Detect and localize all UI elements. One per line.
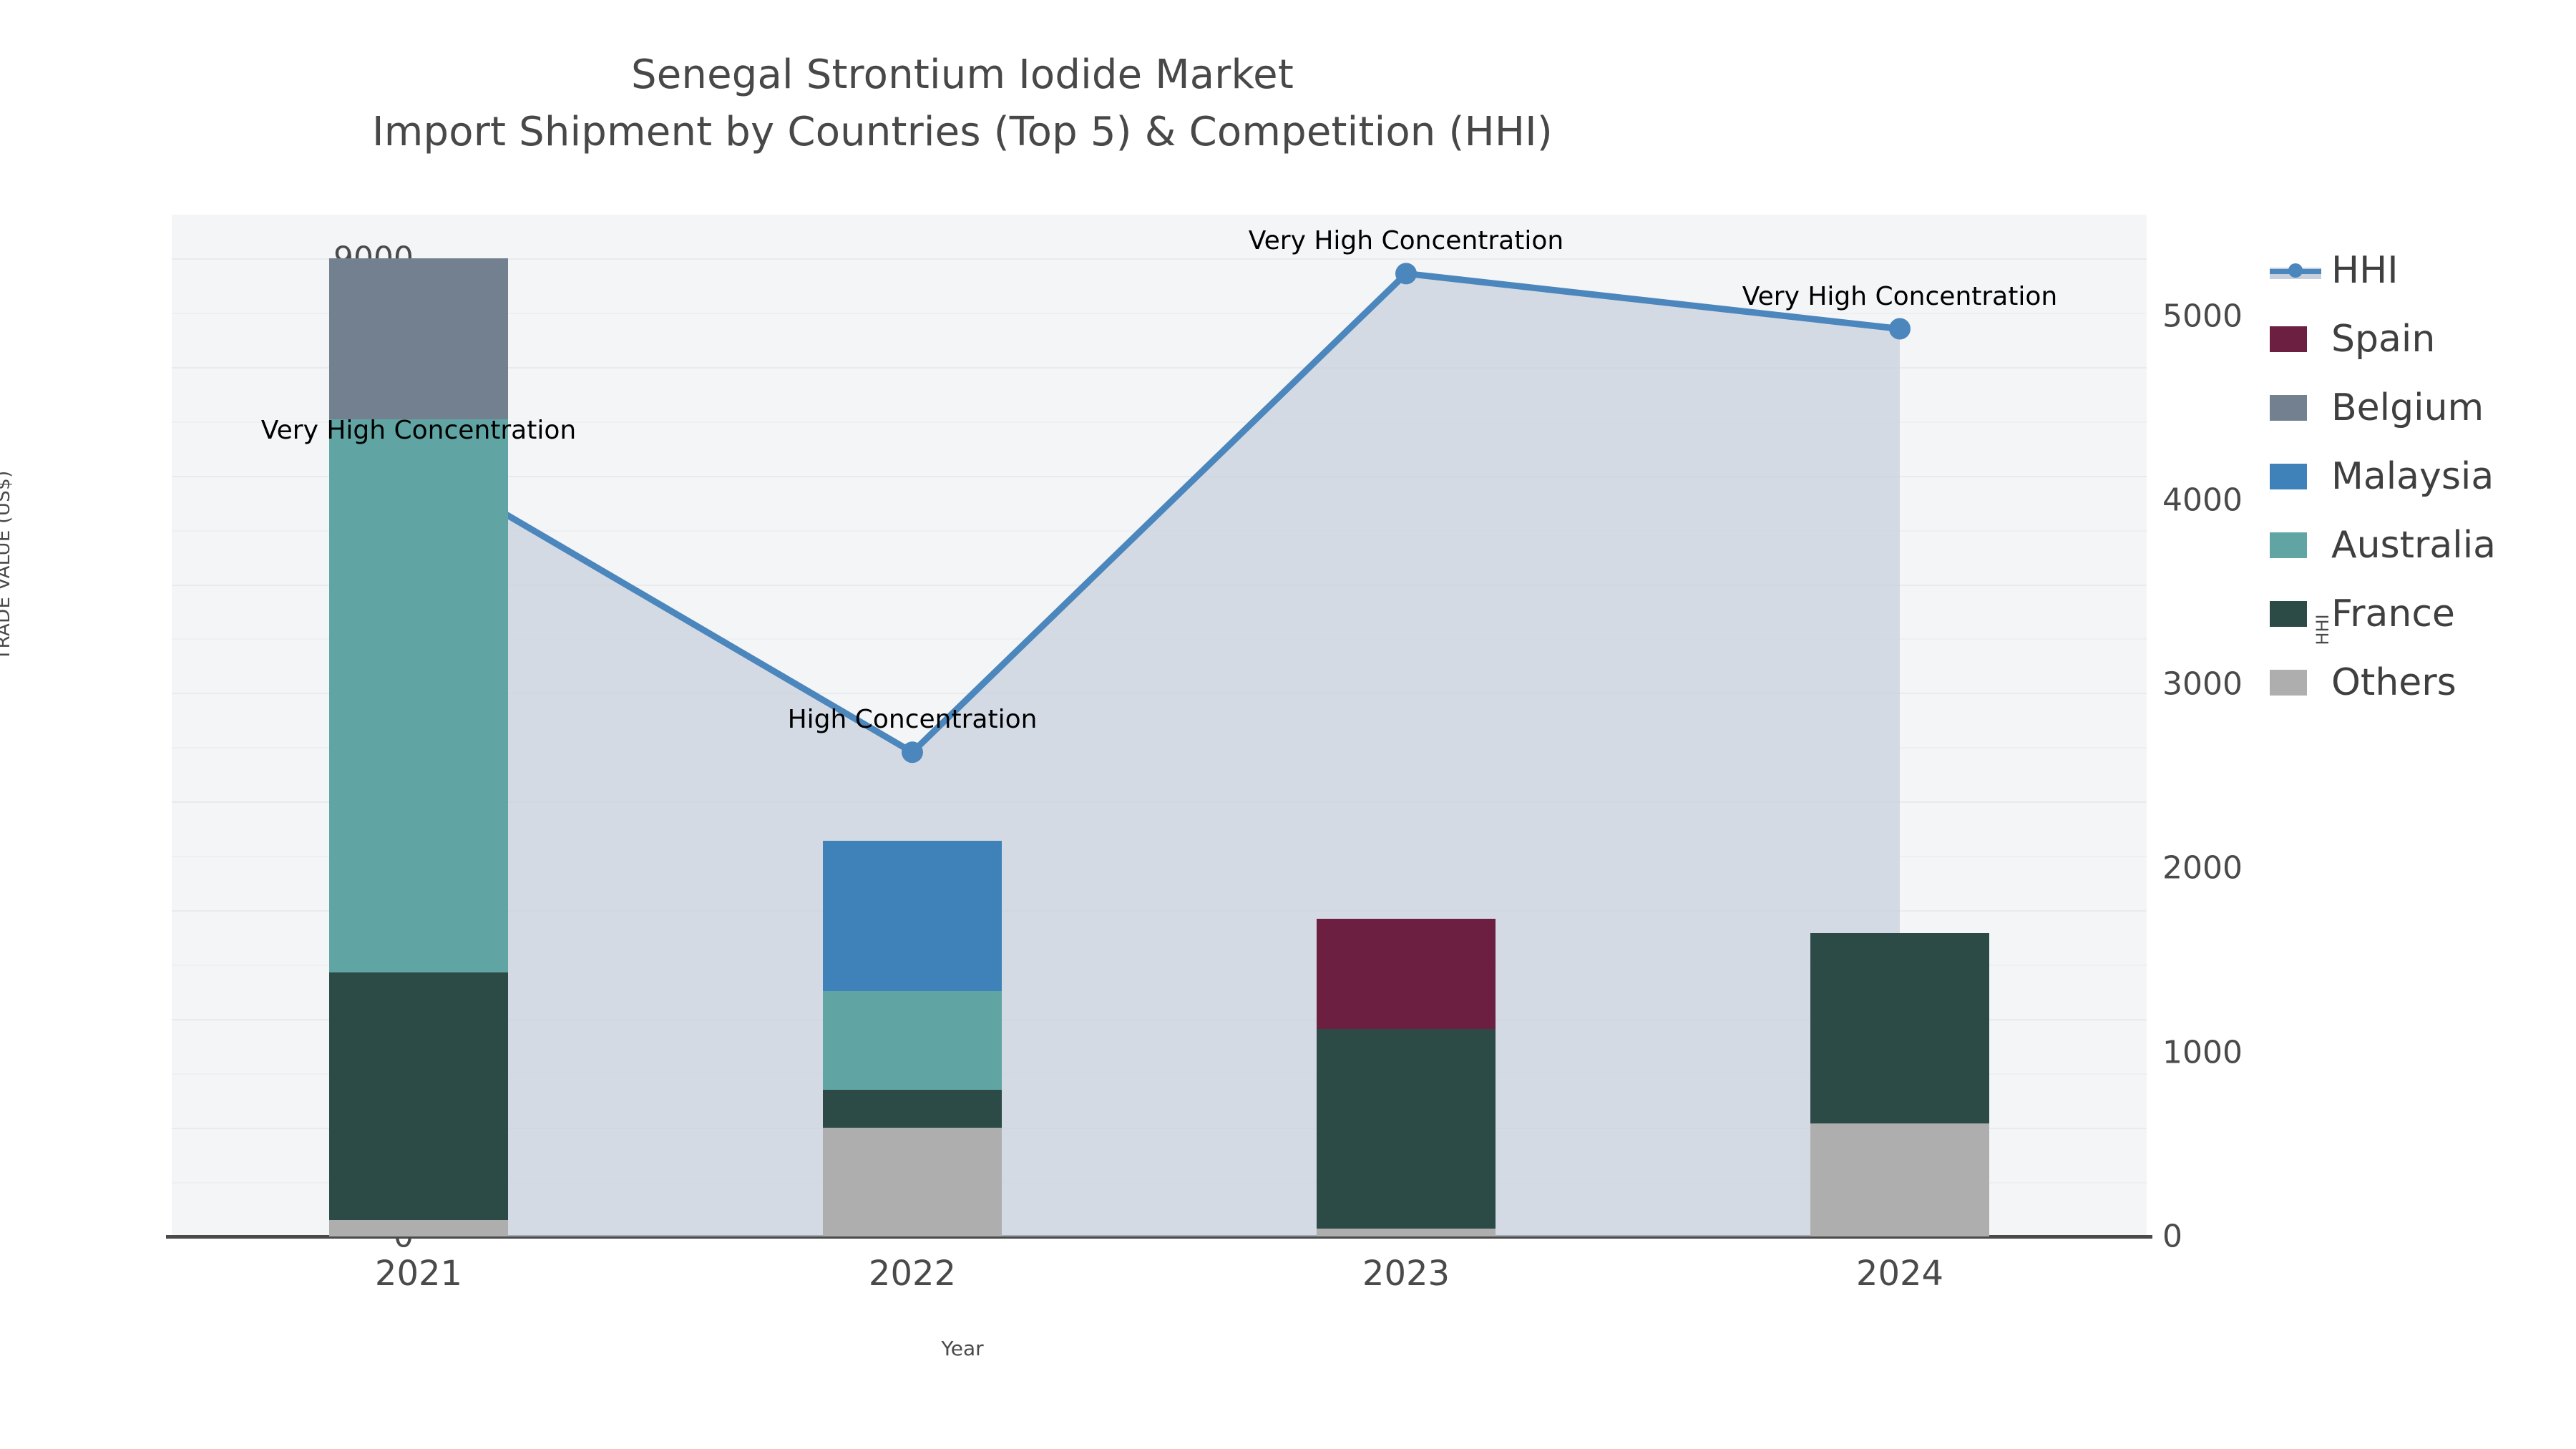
legend-item-spain[interactable]: Spain [2270, 305, 2570, 374]
y-axis-right-tick: 1000 [2162, 1034, 2243, 1071]
legend-color-swatch-australia [2270, 532, 2307, 558]
legend-label-malaysia: Malaysia [2331, 455, 2494, 498]
bar-segment-others-2023 [1317, 1229, 1496, 1236]
x-axis-line [166, 1235, 2152, 1239]
bar-segment-spain-2023 [1317, 919, 1496, 1029]
legend-item-australia[interactable]: Australia [2270, 511, 2570, 580]
bar-segment-others-2021 [329, 1220, 508, 1236]
legend-label-hhi: HHI [2331, 249, 2399, 292]
x-axis-tick-2022: 2022 [868, 1254, 957, 1294]
x-axis-label: Year [941, 1337, 984, 1360]
legend-item-hhi[interactable]: HHI [2270, 236, 2570, 305]
legend-color-swatch-belgium [2270, 395, 2307, 421]
hhi-annotation-2021: Very High Concentration [260, 416, 577, 446]
legend-label-australia: Australia [2331, 524, 2497, 567]
x-axis-tick-2024: 2024 [1855, 1254, 1944, 1294]
x-axis-tick-2023: 2023 [1362, 1254, 1450, 1294]
hhi-annotation-2023: Very High Concentration [1248, 226, 1564, 256]
hhi-annotation-2024: Very High Concentration [1742, 281, 2058, 311]
legend-color-swatch-malaysia [2270, 464, 2307, 489]
bar-segment-australia-2022 [823, 990, 1002, 1090]
legend-label-spain: Spain [2331, 318, 2436, 361]
legend-color-swatch-spain [2270, 326, 2307, 352]
bar-segment-australia-2021 [329, 419, 508, 972]
legend-color-swatch-france [2270, 601, 2307, 627]
y-axis-left-label: TRADE VALUE (US$) [0, 470, 14, 660]
y-axis-right-tick: 4000 [2162, 482, 2243, 519]
bar-segment-france-2023 [1317, 1028, 1496, 1229]
bar-segment-france-2022 [823, 1089, 1002, 1128]
bar-segment-france-2021 [329, 972, 508, 1221]
bar-segment-france-2024 [1810, 933, 1989, 1123]
chart-title-line-1: Senegal Strontium Iodide Market [631, 52, 1294, 98]
chart-title-line-2: Import Shipment by Countries (Top 5) & C… [372, 109, 1553, 156]
y-axis-right-tick: 5000 [2162, 298, 2243, 334]
chart-title: Senegal Strontium Iodide Market Import S… [0, 52, 1925, 156]
gridline [172, 258, 2147, 260]
y-axis-right-tick: 3000 [2162, 665, 2243, 703]
bar-segment-others-2022 [823, 1128, 1002, 1236]
chart-legend: HHI Spain Belgium Malaysia Australia France Ot… [2270, 236, 2570, 717]
x-axis-tick-2021: 2021 [374, 1254, 463, 1294]
legend-item-others[interactable]: Others [2270, 648, 2570, 717]
legend-label-belgium: Belgium [2331, 386, 2484, 429]
bar-segment-belgium-2021 [329, 258, 508, 419]
bar-segment-others-2024 [1810, 1123, 1989, 1236]
legend-line-swatch-icon [2270, 258, 2321, 283]
legend-item-malaysia[interactable]: Malaysia [2270, 442, 2570, 511]
y-axis-right-tick: 0 [2162, 1218, 2182, 1255]
legend-color-swatch-others [2270, 670, 2307, 696]
y-axis-right-tick: 2000 [2162, 849, 2243, 887]
legend-item-belgium[interactable]: Belgium [2270, 374, 2570, 442]
bar-segment-malaysia-2022 [823, 841, 1002, 991]
legend-label-others: Others [2331, 661, 2457, 704]
legend-label-france: France [2331, 592, 2455, 635]
legend-item-france[interactable]: France [2270, 580, 2570, 648]
hhi-annotation-2022: High Concentration [787, 705, 1038, 735]
